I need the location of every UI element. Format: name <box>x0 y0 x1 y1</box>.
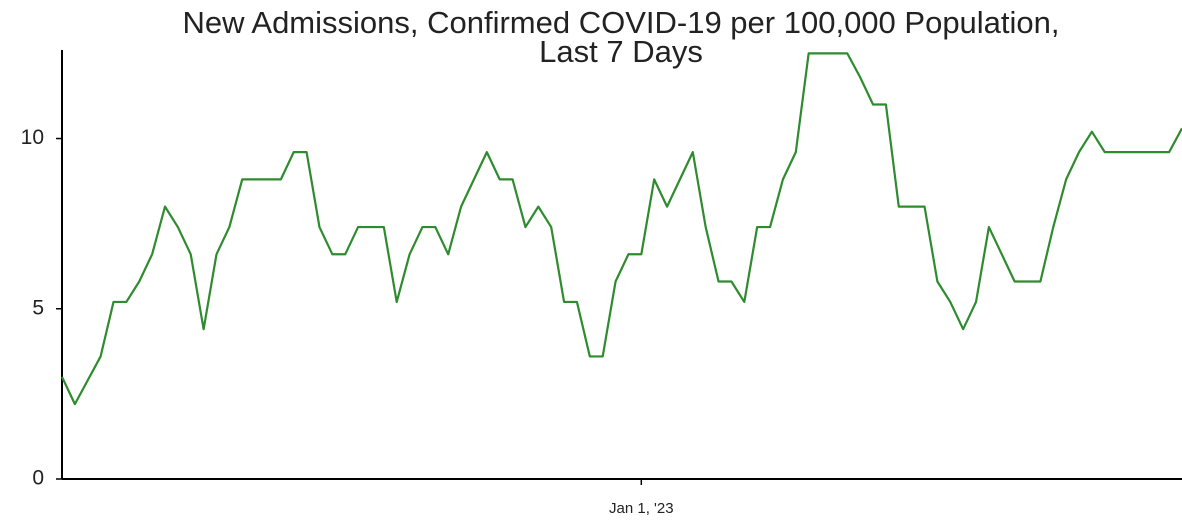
chart-title: New Admissions, Confirmed COVID-19 per 1… <box>182 5 1060 69</box>
y-tick-label: 5 <box>32 296 44 319</box>
y-tick-label: 0 <box>32 467 44 490</box>
line-series <box>61 52 1182 406</box>
y-tick-label: 10 <box>21 126 44 149</box>
x-tick-label: Jan 1, '23 <box>609 500 674 517</box>
